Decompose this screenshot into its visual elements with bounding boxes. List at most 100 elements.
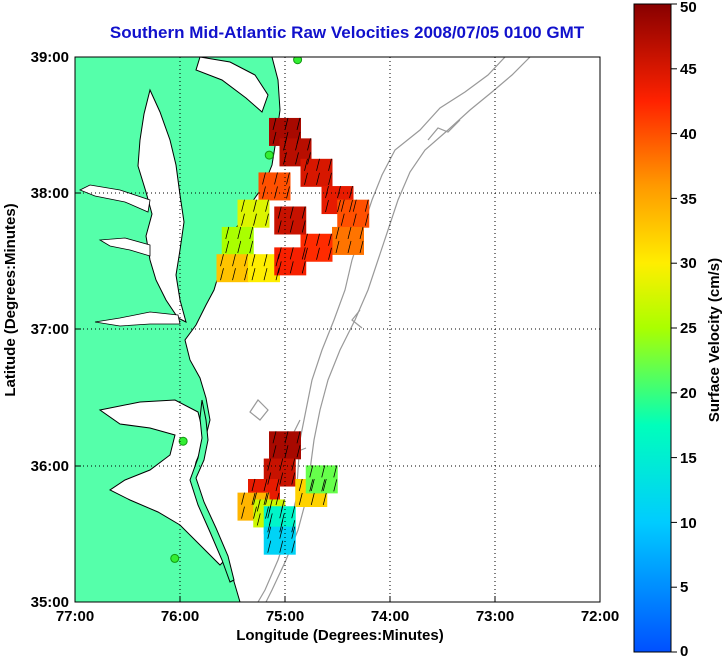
colorbar-tick-label: 25 [680,320,697,337]
velocity-arrow [274,186,278,199]
axis-ticks [74,56,601,603]
rappahannock-river [98,237,151,257]
velocity-arrow [241,506,245,519]
velocity-arrow [279,520,284,533]
velocity-cell [274,247,307,276]
velocity-arrow [316,158,320,171]
velocity-arrow [274,172,278,185]
velocity-arrow [251,478,256,492]
velocity-arrow [328,158,332,171]
velocity-arrow [220,268,224,281]
velocity-arrow [310,492,315,506]
velocity-arrow [277,261,282,274]
velocity-arrow [337,199,341,213]
x-axis-label: Longitude (Degrees:Minutes) [236,627,444,644]
velocity-arrow [263,478,268,492]
station-marker [178,436,188,446]
velocity-arrow [309,479,314,492]
velocity-arrow [277,247,282,260]
velocity-arrow [275,492,280,506]
velocity-arrow [279,458,284,471]
velocity-arrow [359,226,364,240]
velocity-arrow [333,465,338,478]
outer-banks [189,399,235,583]
velocity-arrow [291,526,296,539]
velocity-arrow [284,117,289,131]
velocity-arrow [267,472,272,485]
y-tick-label: 39:00 [31,49,69,66]
velocity-arrow [316,247,320,260]
james-river [94,311,181,327]
velocity-arrow [352,199,357,212]
velocity-arrow [322,492,327,506]
velocity-arrow [340,199,345,212]
colorbar-tick-label: 35 [680,191,697,208]
velocity-arrow [272,117,277,131]
velocity-arrow [275,268,280,281]
velocity-arrow [283,138,287,151]
velocity-arrow [335,226,340,240]
velocity-cell [274,206,307,235]
velocity-arrow [289,247,294,260]
x-tick-label: 75:00 [266,608,304,625]
velocity-arrow [275,254,280,267]
velocity-arrow [298,478,303,492]
velocity-arrow [220,254,224,267]
velocity-arrow [241,213,245,226]
bathymetry-contour-mid [265,57,531,602]
colorbar-tick-label: 40 [680,126,697,143]
velocity-arrow [291,540,296,553]
station-marker [264,150,274,160]
velocity-arrow [237,226,242,240]
velocity-cell [237,199,270,228]
velocity-arrow [321,479,326,492]
velocity-arrow [253,199,257,212]
velocity-arrow [325,199,329,213]
colorbar-tick-label: 20 [680,385,697,402]
velocity-arrow [289,261,294,274]
velocity-arrow [304,172,308,185]
velocity-arrow [251,268,256,281]
velocity-arrow [304,158,308,171]
velocity-arrow [277,220,282,233]
velocity-arrow [283,152,287,165]
velocity-arrow [296,431,301,444]
velocity-arrow [322,478,327,492]
y-tick-label: 38:00 [31,185,69,202]
colorbar-tick-label: 5 [680,579,688,596]
velocity-arrow [263,254,268,267]
velocity-arrows [220,117,369,553]
velocity-arrow [352,213,357,226]
colorbar-tick-label: 30 [680,255,697,272]
velocity-arrow [256,499,261,512]
velocity-arrow [333,479,338,492]
velocity-arrow [301,261,306,274]
velocity-arrow [225,226,230,240]
velocity-arrow [291,458,296,471]
velocity-arrow [241,492,245,505]
velocity-arrow [265,506,269,519]
velocity-arrow [279,540,284,553]
velocity-arrow [279,526,284,539]
colorbar-tick-label: 45 [680,61,697,78]
velocity-cell [221,226,254,255]
velocity-arrow [328,247,332,260]
velocity-arrow [301,247,306,260]
velocity-arrow [277,206,282,219]
velocity-arrow [307,138,311,151]
velocity-arrow [267,526,272,539]
y-axis-label: Latitude (Degrees:Minutes) [2,203,19,396]
velocity-arrow [251,254,256,267]
velocity-arrow [232,268,236,281]
velocity-cell [300,158,333,187]
velocity-arrow [272,431,277,444]
velocity-arrow [253,213,257,226]
velocity-arrow [267,520,272,533]
velocity-arrow [291,472,296,485]
velocity-arrow [301,220,306,233]
colorbar [633,3,672,653]
hf-radar-stations [170,57,303,563]
velocity-arrow [279,472,284,485]
velocity-arrow [256,513,261,526]
velocity-arrow [267,458,272,471]
